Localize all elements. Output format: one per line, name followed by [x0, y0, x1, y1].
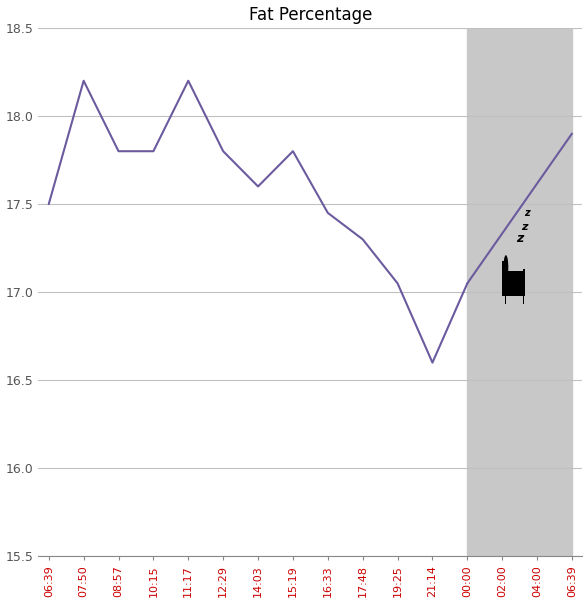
Bar	[502, 261, 506, 295]
Bar	[523, 295, 524, 305]
Bar	[505, 295, 506, 305]
Bar	[505, 271, 524, 295]
Text: z: z	[524, 208, 530, 218]
Text: z: z	[516, 232, 523, 245]
Text: z: z	[521, 223, 527, 232]
Circle shape	[503, 255, 508, 280]
Bar	[467, 28, 572, 557]
Bar	[523, 268, 526, 295]
Title: Fat Percentage: Fat Percentage	[249, 5, 372, 24]
